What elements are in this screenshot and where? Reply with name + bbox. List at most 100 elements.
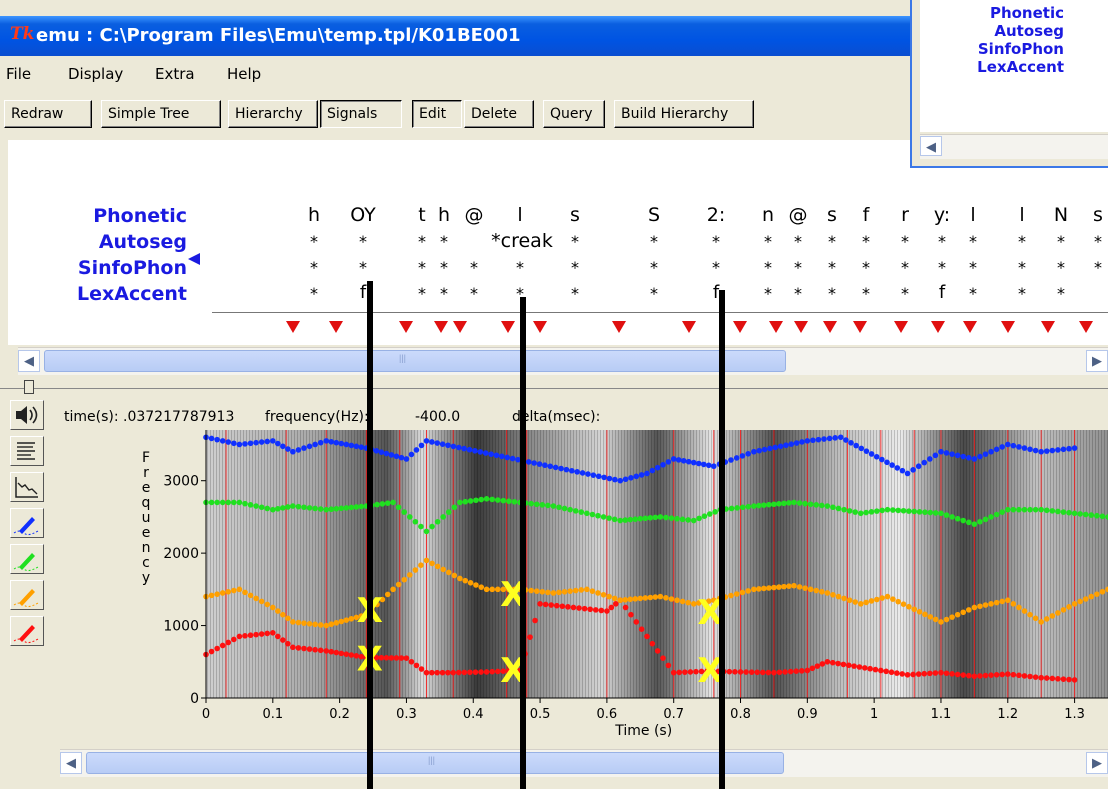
spectrogram-panel[interactable]: 0 0.1 0.2 0.3 0.4 0.5 0.6 0.7 0.8 0.9 1 1.1 1.2 1.3 0 1…	[60, 430, 1108, 750]
sinfophon-mark[interactable]: *	[794, 258, 802, 277]
overlay-tier-autoseg[interactable]: Autoseg	[994, 22, 1064, 40]
autoseg-mark[interactable]: *	[828, 232, 836, 251]
lexaccent-mark[interactable]: *	[862, 284, 870, 303]
signal-scroll-left-arrow-icon[interactable]: ◀	[60, 752, 82, 774]
autoseg-mark[interactable]: *	[712, 232, 720, 251]
sinfophon-mark[interactable]: *	[862, 258, 870, 277]
tier-label-lexaccent[interactable]: LexAccent	[77, 283, 187, 305]
lexaccent-mark[interactable]: *	[901, 284, 909, 303]
autoseg-mark[interactable]: *	[969, 232, 977, 251]
scroll-thumb[interactable]	[44, 350, 786, 372]
boundary-marker-icon[interactable]	[682, 321, 696, 333]
lexaccent-mark[interactable]: *	[764, 284, 772, 303]
hierarchy-button[interactable]: Hierarchy	[228, 100, 318, 128]
sinfophon-mark[interactable]: *	[969, 258, 977, 277]
waveform-toggle-icon[interactable]	[10, 472, 44, 502]
lexaccent-mark[interactable]: *	[650, 284, 658, 303]
autoseg-mark[interactable]: *	[938, 232, 946, 251]
autoseg-mark[interactable]: *	[359, 232, 367, 251]
sinfophon-mark[interactable]: *	[1057, 258, 1065, 277]
sinfophon-mark[interactable]: *	[712, 258, 720, 277]
sinfophon-mark[interactable]: *	[310, 258, 318, 277]
autoseg-mark[interactable]: *	[1018, 232, 1026, 251]
boundary-marker-icon[interactable]	[501, 321, 515, 333]
phonetic-label[interactable]: s	[570, 204, 580, 226]
autoseg-mark[interactable]: *	[310, 232, 318, 251]
boundary-marker-icon[interactable]	[453, 321, 467, 333]
boundary-marker-icon[interactable]	[963, 321, 977, 333]
sinfophon-mark[interactable]: *	[650, 258, 658, 277]
boundary-marker-icon[interactable]	[329, 321, 343, 333]
sinfophon-mark[interactable]: *	[516, 258, 524, 277]
lexaccent-mark[interactable]: *	[794, 284, 802, 303]
formant-f3-pen-icon[interactable]	[10, 544, 44, 574]
phonetic-label[interactable]: y:	[933, 204, 951, 226]
formant-f4-pen-icon[interactable]	[10, 508, 44, 538]
phonetic-label[interactable]: @	[788, 204, 808, 226]
formant-chart[interactable]: 0 0.1 0.2 0.3 0.4 0.5 0.6 0.7 0.8 0.9 1 1.1 1.2 1.3 0 1…	[60, 430, 1108, 750]
sinfophon-mark[interactable]: *	[828, 258, 836, 277]
lexaccent-mark[interactable]: *	[470, 284, 478, 303]
lexaccent-mark[interactable]: f	[938, 282, 946, 303]
boundary-marker-icon[interactable]	[769, 321, 783, 333]
boundary-marker-icon[interactable]	[894, 321, 908, 333]
sinfophon-mark[interactable]: *	[764, 258, 772, 277]
phonetic-label[interactable]: h	[307, 204, 321, 226]
boundary-marker-icon[interactable]	[733, 321, 747, 333]
menu-extra[interactable]: Extra	[155, 65, 195, 83]
boundary-marker-icon[interactable]	[931, 321, 945, 333]
sinfophon-mark[interactable]: *	[938, 258, 946, 277]
build-hierarchy-button[interactable]: Build Hierarchy	[614, 100, 754, 128]
phonetic-label[interactable]: s	[1093, 204, 1103, 226]
lexaccent-mark[interactable]: *	[1057, 284, 1065, 303]
menu-file[interactable]: File	[6, 65, 32, 83]
tier-label-sinfophon[interactable]: SinfoPhon	[77, 257, 187, 279]
boundary-marker-icon[interactable]	[823, 321, 837, 333]
phonetic-label[interactable]: @	[464, 204, 484, 226]
autoseg-mark[interactable]: *	[901, 232, 909, 251]
redraw-button[interactable]: Redraw	[4, 100, 92, 128]
boundary-marker-icon[interactable]	[853, 321, 867, 333]
query-button[interactable]: Query	[543, 100, 605, 128]
spectrogram-toggle-icon[interactable]	[10, 436, 44, 466]
delete-button[interactable]: Delete	[464, 100, 534, 128]
sinfophon-mark[interactable]: *	[418, 258, 426, 277]
lexaccent-mark[interactable]: *	[516, 284, 524, 303]
phonetic-label[interactable]: h	[437, 204, 451, 226]
scroll-right-arrow-icon[interactable]: ▶	[1086, 350, 1108, 372]
phonetic-label[interactable]: l	[517, 204, 523, 226]
overlay-tier-phonetic[interactable]: Phonetic	[989, 4, 1064, 22]
overlay-tier-lexaccent[interactable]: LexAccent	[977, 58, 1064, 76]
phonetic-label[interactable]: l	[970, 204, 976, 226]
boundary-marker-icon[interactable]	[399, 321, 413, 333]
label-scrollbar[interactable]: ◀ ||| ▶	[18, 347, 1108, 375]
autoseg-mark[interactable]: *	[440, 232, 448, 251]
lexaccent-mark[interactable]: *	[310, 284, 318, 303]
phonetic-label[interactable]: s	[827, 204, 837, 226]
phonetic-label[interactable]: S	[647, 204, 661, 226]
phonetic-label[interactable]: OY	[350, 204, 376, 226]
lexaccent-mark[interactable]: *	[571, 284, 579, 303]
phonetic-label[interactable]: r	[901, 204, 909, 226]
sinfophon-mark[interactable]: *	[901, 258, 909, 277]
simple-tree-button[interactable]: Simple Tree	[101, 100, 221, 128]
boundary-marker-icon[interactable]	[286, 321, 300, 333]
sinfophon-mark[interactable]: *	[1094, 258, 1102, 277]
sinfophon-mark[interactable]: *	[440, 258, 448, 277]
overlay-scrollbar[interactable]: ◀	[920, 134, 1108, 159]
autoseg-mark[interactable]: *	[650, 232, 658, 251]
tier-label-autoseg[interactable]: Autoseg	[98, 231, 187, 253]
autoseg-mark[interactable]: *	[794, 232, 802, 251]
overlay-scroll-left-arrow-icon[interactable]: ◀	[920, 136, 942, 156]
tier-label-phonetic[interactable]: Phonetic	[93, 205, 187, 227]
formant-f2-pen-icon[interactable]	[10, 580, 44, 610]
autoseg-mark[interactable]: *	[418, 232, 426, 251]
boundary-marker-icon[interactable]	[794, 321, 808, 333]
sinfophon-mark[interactable]: *	[359, 258, 367, 277]
boundary-marker-icon[interactable]	[533, 321, 547, 333]
pane-resize-handle[interactable]	[0, 378, 1108, 398]
phonetic-label[interactable]: N	[1053, 204, 1069, 226]
edit-button[interactable]: Edit	[412, 100, 462, 128]
boundary-marker-icon[interactable]	[1001, 321, 1015, 333]
phonetic-label[interactable]: n	[761, 204, 775, 226]
